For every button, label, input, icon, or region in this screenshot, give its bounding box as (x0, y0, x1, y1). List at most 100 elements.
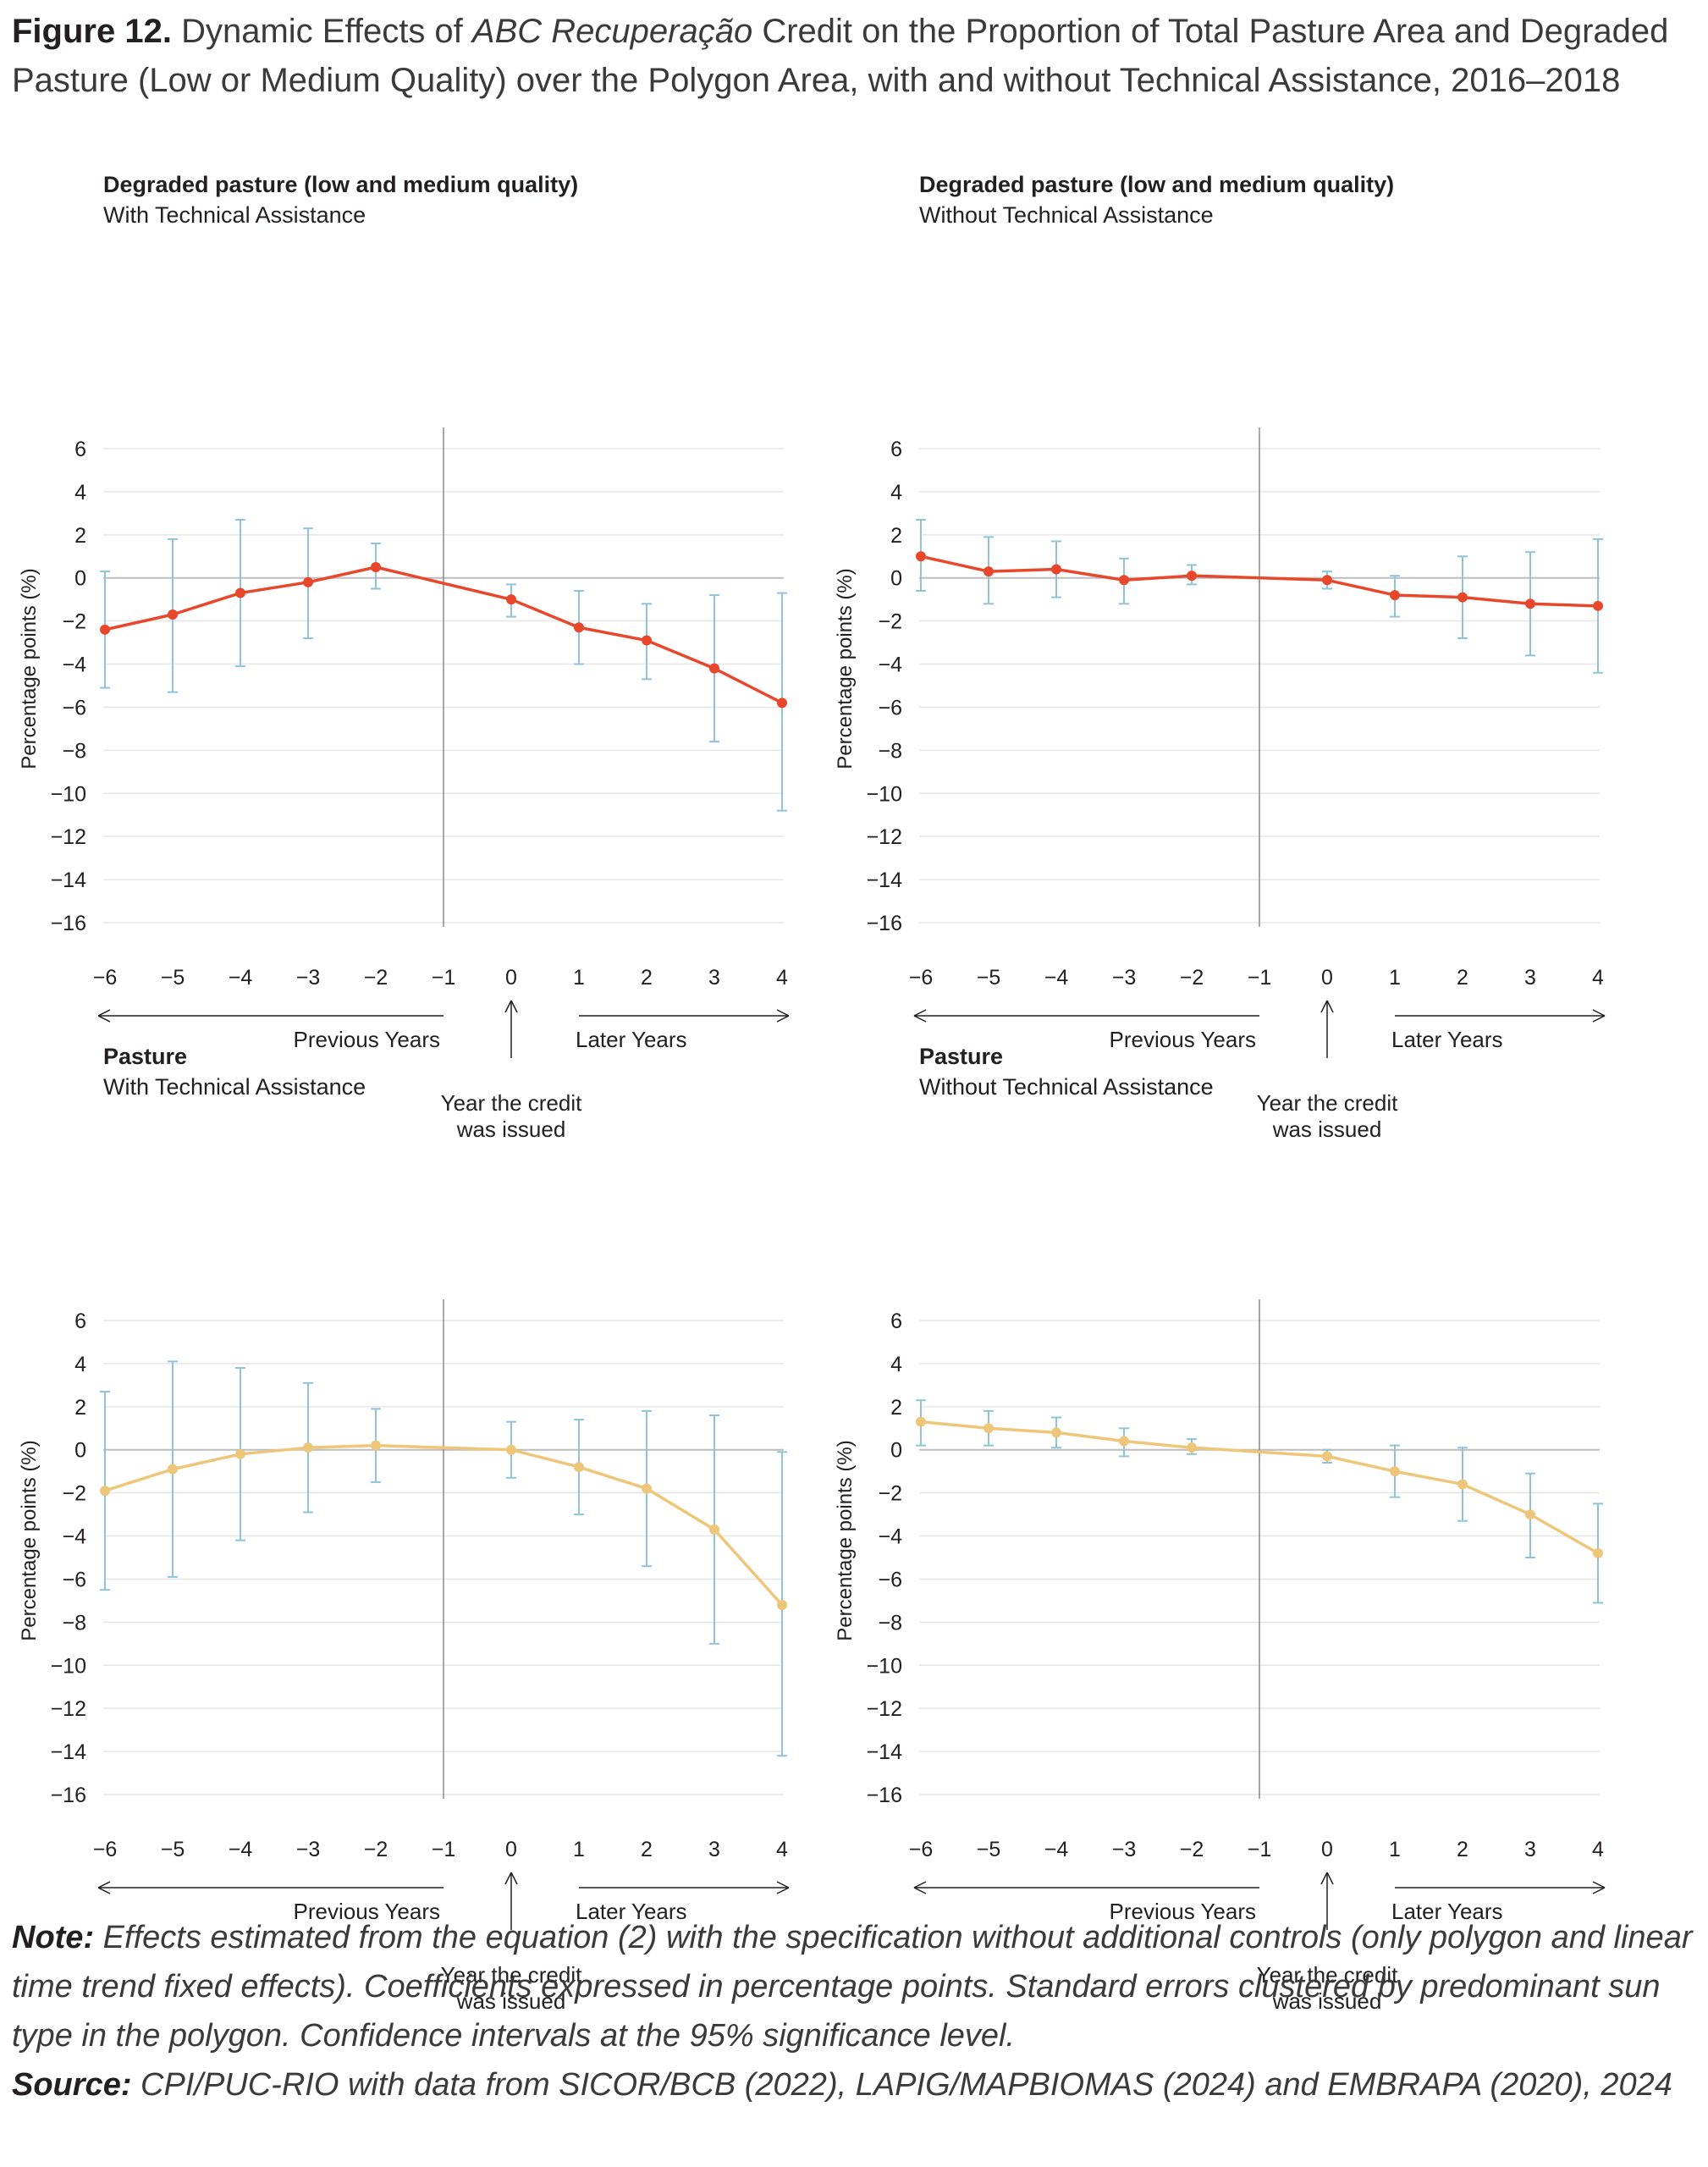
data-point (916, 1416, 926, 1427)
y-tick-label: −10 (867, 1654, 902, 1678)
figure-title-part2: Credit on the Proportion of Total Pastur… (12, 13, 1669, 99)
credit-year-arrowhead (1320, 1000, 1334, 1013)
figure-title-italic: ABC Recuperação (471, 13, 753, 50)
y-tick-label: −14 (51, 1740, 87, 1764)
y-tick-label: 0 (890, 1439, 902, 1463)
chart-panel-degraded-without-ta: Degraded pasture (low and medium quality… (826, 169, 1656, 1142)
x-tick-label: 0 (505, 1838, 517, 1861)
data-point (777, 1600, 787, 1610)
y-tick-label: −10 (867, 782, 902, 806)
data-point (1187, 1442, 1197, 1453)
data-point (1593, 1547, 1603, 1558)
data-point (168, 1464, 178, 1475)
series-line (104, 565, 783, 704)
y-tick-label: −2 (62, 1482, 86, 1506)
data-point (100, 1486, 110, 1497)
x-tick-label: −4 (1044, 1838, 1069, 1861)
y-tick-label: −14 (51, 868, 87, 892)
figure-title: Figure 12. Dynamic Effects of ABC Recupe… (12, 7, 1696, 105)
x-tick-label: −3 (296, 1838, 321, 1861)
y-tick-label: −6 (878, 696, 902, 720)
x-tick-label: 3 (1524, 966, 1536, 990)
chart-panel-degraded-with-ta: Degraded pasture (low and medium quality… (10, 169, 840, 1142)
panel-title: Degraded pasture (low and medium quality… (103, 172, 579, 197)
x-tick-label: −2 (1180, 1838, 1204, 1861)
x-tick-label: 3 (708, 966, 720, 990)
x-tick-label: −4 (1044, 966, 1069, 990)
credit-year-label-line1: Year the credit (1257, 1962, 1398, 1988)
data-point (235, 1448, 245, 1459)
later-years-arrowhead (1592, 1009, 1606, 1023)
data-point (1390, 590, 1400, 601)
y-tick-label: −12 (867, 1697, 902, 1721)
previous-years-label: Previous Years (294, 1899, 440, 1924)
y-tick-label: −16 (51, 1784, 86, 1807)
y-tick-label: −2 (62, 610, 86, 634)
y-tick-label: −10 (51, 782, 86, 806)
x-tick-label: 2 (641, 966, 653, 990)
y-tick-label: 6 (74, 1310, 86, 1333)
data-point (983, 566, 994, 577)
y-tick-label: 0 (890, 567, 902, 591)
y-tick-label: −10 (51, 1654, 86, 1678)
figure-title-part1: Dynamic Effects of (181, 13, 472, 50)
x-tick-label: 4 (776, 1838, 788, 1861)
data-point (983, 1423, 994, 1434)
y-tick-label: −8 (878, 1611, 902, 1635)
x-tick-label: 0 (1321, 1838, 1333, 1861)
panel-subtitle: With Technical Assistance (103, 1074, 366, 1100)
figure-label: Figure 12. (12, 13, 172, 50)
y-axis-title: Percentage points (%) (18, 1440, 41, 1640)
credit-year-label-line2: was issued (1272, 1988, 1382, 2014)
credit-year-label-line1: Year the credit (441, 1090, 582, 1116)
credit-year-label-line1: Year the credit (1257, 1090, 1398, 1116)
note-text: Effects estimated from the equation (2) … (12, 1920, 1693, 2054)
x-tick-label: −5 (977, 966, 1001, 990)
x-tick-label: 3 (1524, 1838, 1536, 1861)
data-point (506, 594, 516, 605)
y-tick-label: 0 (74, 567, 86, 591)
y-tick-label: −4 (62, 653, 86, 677)
source-label: Source: (12, 2067, 132, 2103)
y-tick-label: −14 (867, 868, 903, 892)
data-point (100, 624, 110, 635)
y-tick-label: 4 (890, 481, 902, 505)
source-text: CPI/PUC-RIO with data from SICOR/BCB (20… (131, 2067, 1672, 2103)
y-tick-label: −6 (878, 1568, 902, 1591)
data-point (1390, 1466, 1400, 1477)
data-point (1457, 592, 1468, 603)
data-point (1525, 1509, 1535, 1520)
later-years-arrowhead (1592, 1881, 1606, 1894)
data-point (916, 551, 926, 562)
data-point (642, 1483, 652, 1494)
x-tick-label: 2 (1457, 966, 1468, 990)
data-point (168, 609, 178, 620)
note-paragraph: Note: Effects estimated from the equatio… (12, 1913, 1696, 2060)
y-tick-label: −8 (878, 739, 902, 763)
y-tick-label: 2 (74, 1396, 86, 1420)
data-point (1593, 600, 1603, 611)
y-tick-label: 2 (74, 524, 86, 548)
credit-year-label-line2: was issued (1272, 1117, 1382, 1142)
panel-title: Pasture (103, 1044, 188, 1069)
data-point (506, 1444, 516, 1455)
x-tick-label: 2 (641, 1838, 653, 1861)
y-tick-label: −2 (878, 610, 902, 634)
panel-subtitle: Without Technical Assistance (919, 202, 1214, 228)
data-point (1051, 564, 1061, 575)
series-line (920, 554, 1599, 608)
credit-year-arrowhead (504, 1872, 518, 1885)
x-tick-label: 4 (776, 966, 788, 990)
y-tick-label: 4 (890, 1353, 902, 1376)
y-tick-label: −4 (62, 1525, 86, 1549)
y-axis-title: Percentage points (%) (18, 568, 41, 769)
series-line (920, 1420, 1599, 1555)
x-tick-label: 4 (1592, 1838, 1604, 1861)
data-point (303, 576, 313, 587)
y-tick-label: −16 (51, 912, 86, 935)
previous-years-arrowhead (97, 1009, 111, 1023)
x-tick-label: −5 (161, 1838, 185, 1861)
x-tick-label: −1 (432, 1838, 456, 1861)
